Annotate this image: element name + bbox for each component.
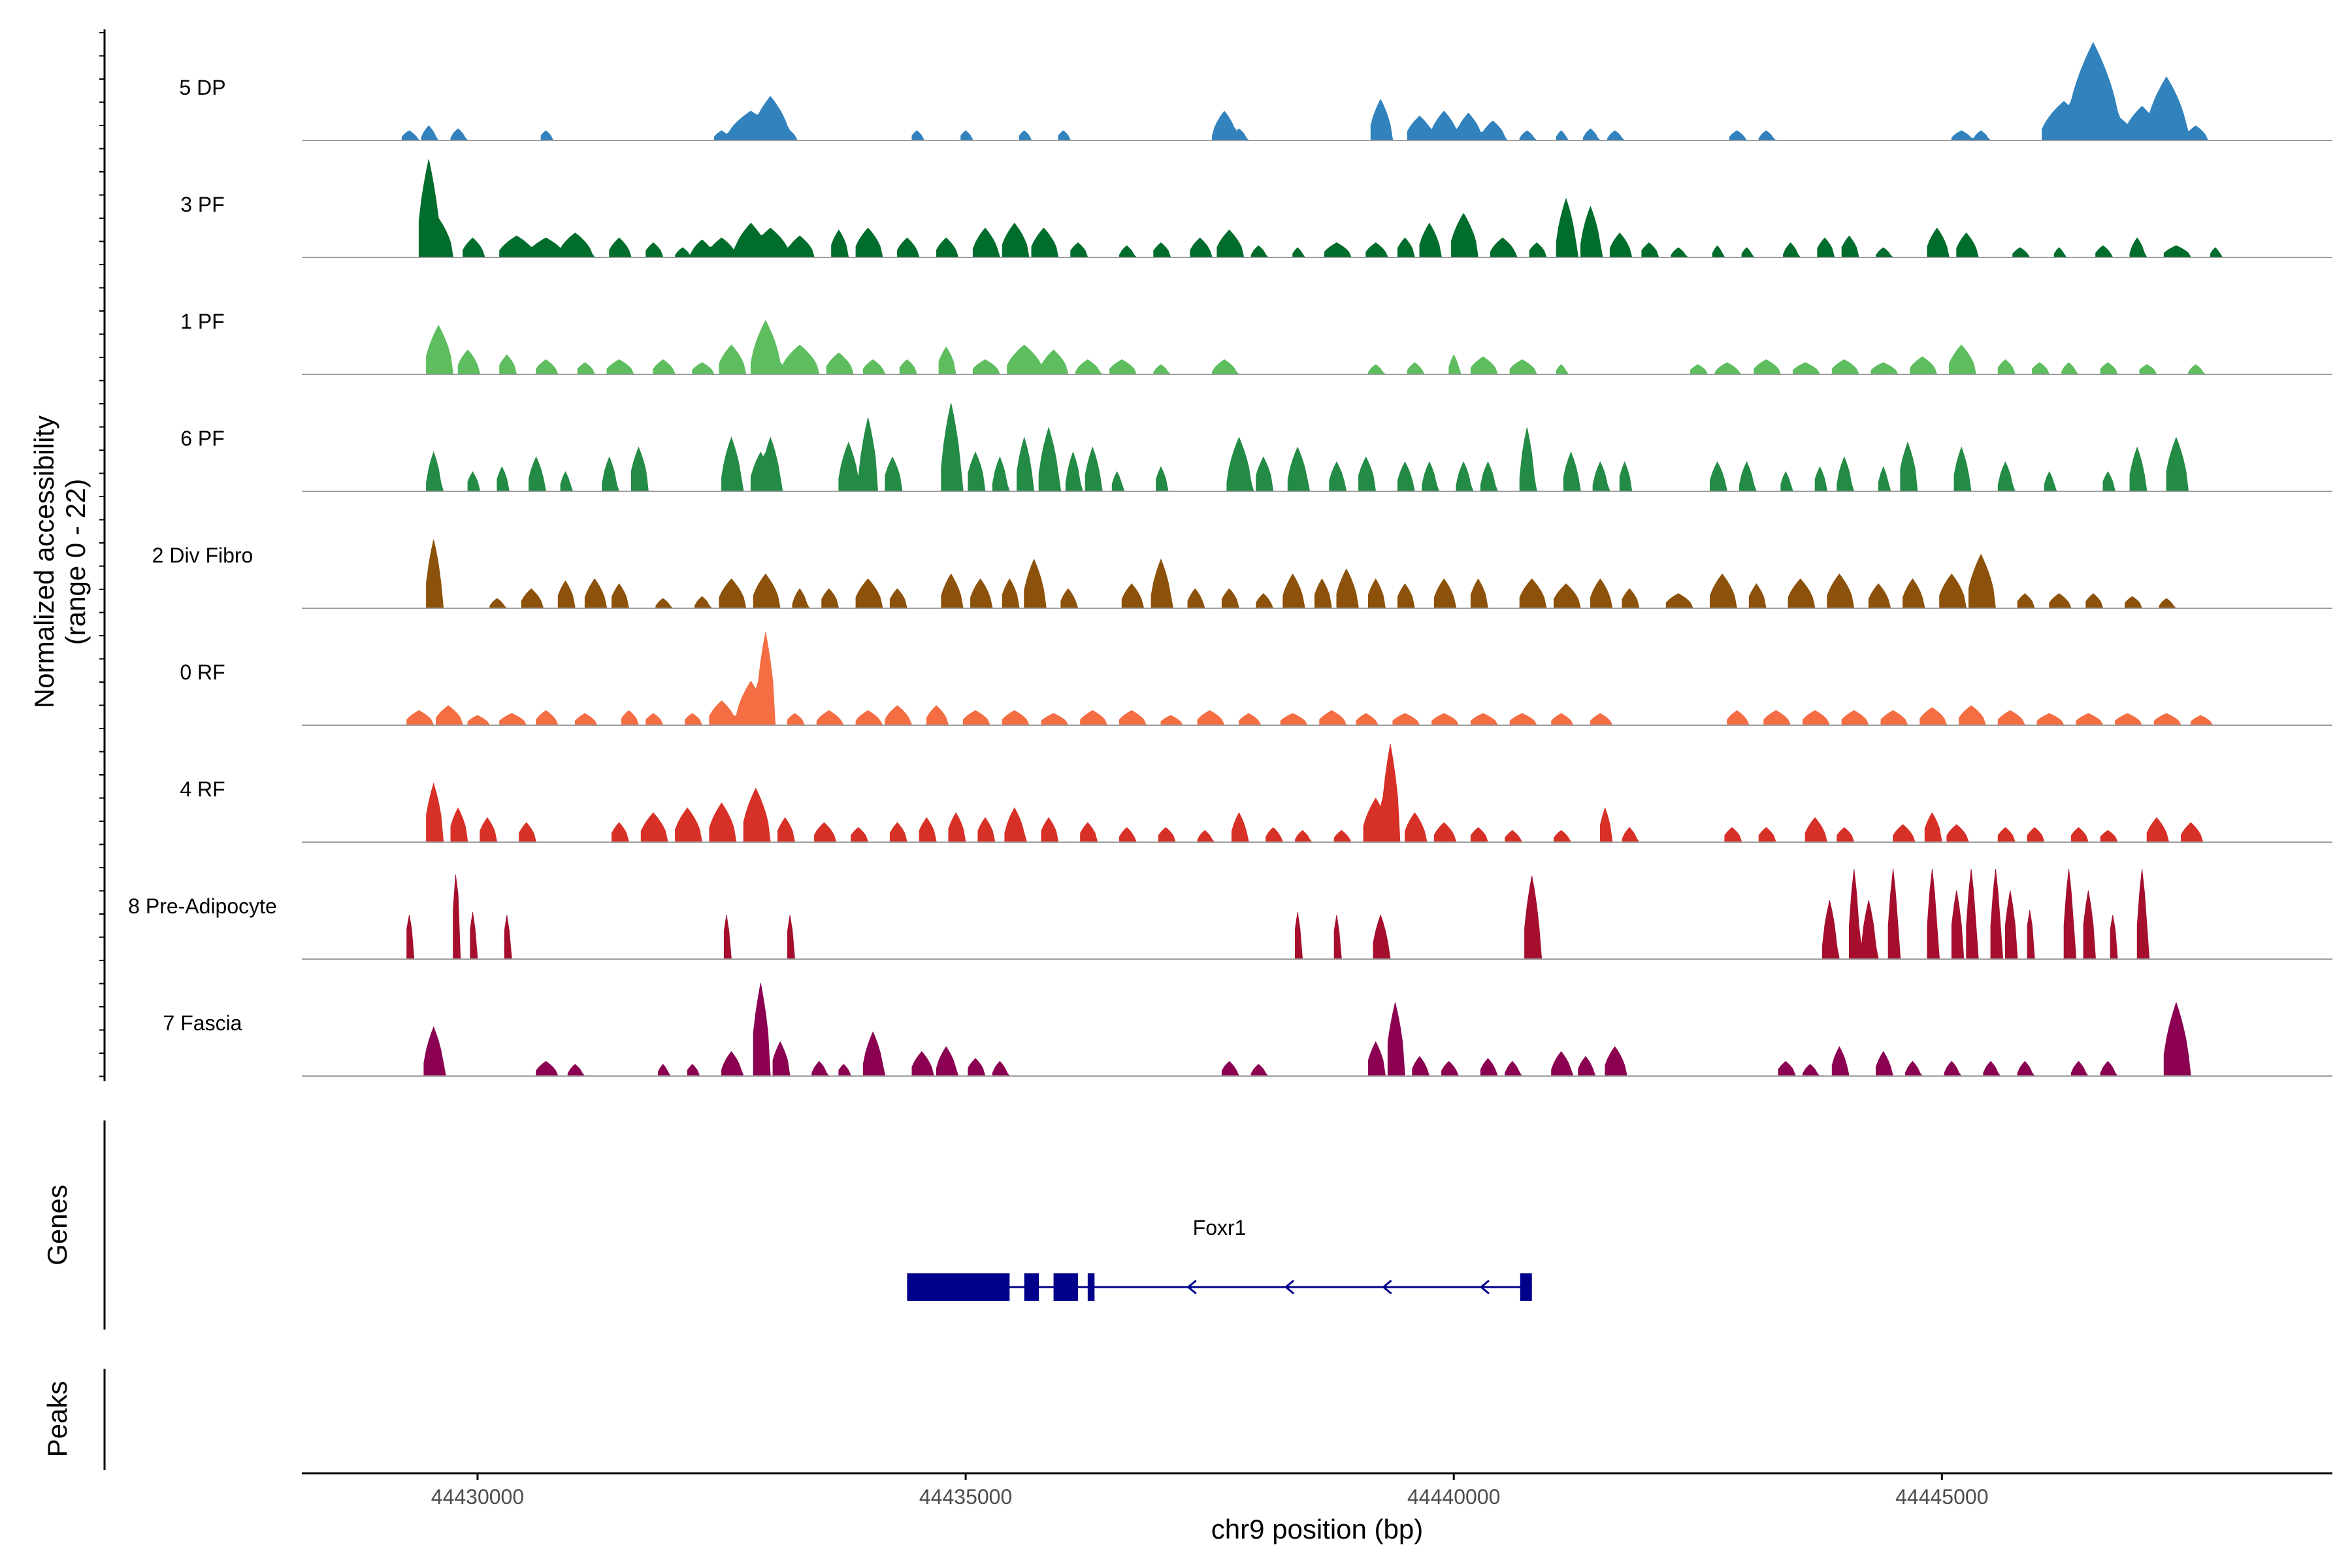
peaks-panel-label: Peaks bbox=[42, 1381, 73, 1458]
x-tick-label-2: 44440000 bbox=[1407, 1485, 1500, 1509]
track-area-7 bbox=[406, 868, 2150, 960]
gene-exon-0 bbox=[907, 1273, 1010, 1301]
track-area-5 bbox=[406, 632, 2213, 726]
gene-exon-3 bbox=[1087, 1273, 1095, 1301]
track-3: 6 PF bbox=[180, 402, 2332, 492]
track-5: 0 RF bbox=[180, 632, 2332, 726]
genes-panel-label: Genes bbox=[42, 1184, 73, 1266]
track-7: 8 Pre-Adipocyte bbox=[128, 868, 2332, 960]
x-axis-title: chr9 position (bp) bbox=[1211, 1514, 1424, 1544]
track-area-0 bbox=[401, 42, 2209, 141]
coverage-y-ticks bbox=[99, 32, 105, 1077]
gene-strand-arrow-2 bbox=[1382, 1279, 1392, 1295]
track-label-3: 6 PF bbox=[180, 427, 225, 450]
track-6: 4 RF bbox=[180, 743, 2332, 843]
track-0: 5 DP bbox=[179, 42, 2332, 141]
track-area-4 bbox=[426, 539, 2177, 609]
track-label-6: 4 RF bbox=[180, 777, 225, 801]
track-area-3 bbox=[426, 402, 2189, 492]
track-1: 3 PF bbox=[180, 159, 2332, 258]
gene-exon-1 bbox=[1024, 1273, 1039, 1301]
track-2: 1 PF bbox=[180, 310, 2332, 375]
gene-name-label: Foxr1 bbox=[1193, 1216, 1247, 1239]
track-area-2 bbox=[426, 319, 2206, 375]
track-area-6 bbox=[426, 743, 2204, 843]
track-area-1 bbox=[418, 159, 2223, 258]
track-4: 2 Div Fibro bbox=[152, 539, 2332, 609]
x-tick-label-3: 44445000 bbox=[1895, 1485, 1988, 1509]
gene-model bbox=[907, 1273, 1532, 1301]
track-label-4: 2 Div Fibro bbox=[152, 544, 253, 567]
gene-strand-arrow-1 bbox=[1284, 1279, 1295, 1295]
x-tick-label-0: 44430000 bbox=[431, 1485, 524, 1509]
track-area-8 bbox=[423, 983, 2191, 1077]
coverage-tracks: 5 DP 3 PF 1 PF 6 PF 2 Div Fibro 0 RF 4 RF 8 Pre… bbox=[128, 42, 2332, 1077]
track-8: 7 Fascia bbox=[163, 983, 2332, 1077]
y-axis-title-line2: (range 0 - 22) bbox=[60, 479, 91, 645]
track-label-5: 0 RF bbox=[180, 661, 225, 684]
track-label-0: 5 DP bbox=[179, 76, 225, 99]
gene-strand-arrow-0 bbox=[1186, 1279, 1197, 1295]
gene-exon-2 bbox=[1053, 1273, 1078, 1301]
y-axis-title-line1: Normalized accessibility bbox=[29, 416, 59, 708]
track-label-7: 8 Pre-Adipocyte bbox=[128, 894, 277, 918]
track-label-8: 7 Fascia bbox=[163, 1011, 242, 1035]
track-label-2: 1 PF bbox=[180, 310, 225, 333]
track-label-1: 3 PF bbox=[180, 193, 225, 216]
gene-exon-4 bbox=[1520, 1273, 1532, 1301]
x-axis-ticks: 44430000 44435000 44440000 44445000 bbox=[431, 1473, 1988, 1509]
gene-strand-arrow-3 bbox=[1479, 1279, 1490, 1295]
x-tick-label-1: 44435000 bbox=[919, 1485, 1012, 1509]
